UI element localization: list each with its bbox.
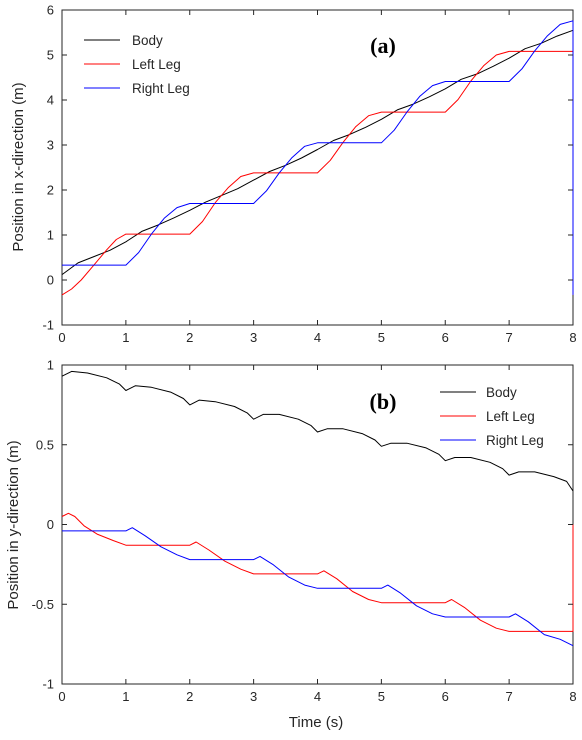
panel-b-x-tick-label: 3 — [250, 689, 257, 704]
panel-a-y-tick-label: 4 — [47, 93, 54, 108]
panel-b-x-tick-label: 5 — [378, 689, 385, 704]
panel-b-y-tick-label: 0 — [47, 517, 54, 532]
panel-b-x-tick-label: 2 — [186, 689, 193, 704]
panel-b-series-body-line — [61, 370, 574, 492]
panel-b-x-tick-label: 6 — [442, 689, 449, 704]
panel-a-legend-entry: Body — [132, 33, 163, 48]
panel-a-y-tick-label: 1 — [47, 228, 54, 243]
panel-a-x-tick-label: 2 — [186, 330, 193, 345]
panel-b-y-axis-label: Position in y-direction (m) — [5, 440, 22, 609]
panel-a-legend-entry: Left Leg — [132, 57, 181, 72]
panel-b-y-position-chart: 0 1 2 3 4 5 6 7 8 -1 -0.5 0 0.5 1 Position in y-dire… — [5, 358, 577, 732]
panel-b-label: (b) — [370, 389, 397, 414]
panel-b-series-group — [61, 370, 574, 647]
panel-b-x-ticks: 0 1 2 3 4 5 6 7 8 — [58, 365, 577, 704]
panel-a-x-tick-label: 1 — [122, 330, 129, 345]
panel-a-series-left-leg-line — [61, 50, 574, 296]
panel-b-y-tick-label: 1 — [47, 358, 54, 373]
panel-a-x-tick-label: 0 — [58, 330, 65, 345]
panel-a-series-body-line — [61, 29, 574, 276]
panel-a-x-tick-label: 3 — [250, 330, 257, 345]
panel-a-x-tick-label: 6 — [442, 330, 449, 345]
panel-a-y-tick-label: 2 — [47, 183, 54, 198]
panel-a-y-axis-label: Position in x-direction (m) — [10, 82, 27, 251]
panel-b-x-tick-label: 4 — [314, 689, 321, 704]
panel-b-y-tick-label: 0.5 — [36, 437, 54, 452]
panel-b-legend-entry: Body — [486, 385, 517, 400]
panel-a-series-group — [61, 20, 574, 296]
panel-b-y-tick-label: -0.5 — [32, 597, 54, 612]
panel-a-label: (a) — [370, 33, 396, 58]
panel-b-legend-entry: Left Leg — [486, 409, 535, 424]
panel-b-series-left-leg-line — [61, 512, 574, 632]
panel-a-y-tick-label: -1 — [42, 318, 54, 333]
panel-b-x-axis-label: Time (s) — [289, 714, 343, 731]
panel-a-x-tick-label: 8 — [569, 330, 576, 345]
panel-a-y-tick-label: 3 — [47, 138, 54, 153]
panel-a-y-tick-label: 5 — [47, 48, 54, 63]
panel-a-legend: Body Left Leg Right Leg — [84, 33, 190, 96]
panel-a-y-ticks: -1 0 1 2 3 4 5 6 — [42, 3, 573, 333]
panel-a-x-tick-label: 4 — [314, 330, 321, 345]
panel-b-x-tick-label: 0 — [58, 689, 65, 704]
panel-b-x-tick-label: 8 — [569, 689, 576, 704]
panel-b-series-right-leg-line — [62, 527, 574, 647]
panel-b-legend-entry: Right Leg — [486, 433, 544, 448]
panel-a-y-tick-label: 6 — [47, 3, 54, 18]
panel-a-x-tick-label: 5 — [378, 330, 385, 345]
panel-a-y-tick-label: 0 — [47, 273, 54, 288]
panel-a-x-position-chart: 0 1 2 3 4 5 6 7 8 -1 0 1 2 3 4 5 6 Position in x-direct… — [10, 3, 577, 346]
panel-a-series-right-leg-line — [62, 20, 574, 295]
panel-a-x-tick-label: 7 — [506, 330, 513, 345]
panel-b-y-tick-label: -1 — [42, 677, 54, 692]
panel-b-legend: Body Left Leg Right Leg — [440, 385, 544, 448]
panel-b-y-ticks: -1 -0.5 0 0.5 1 — [32, 358, 573, 692]
panel-a-x-ticks: 0 1 2 3 4 5 6 7 8 — [58, 10, 577, 345]
panel-b-x-tick-label: 1 — [122, 689, 129, 704]
panel-b-x-tick-label: 7 — [506, 689, 513, 704]
panel-a-legend-entry: Right Leg — [132, 81, 190, 96]
panel-b-plot-frame — [61, 364, 574, 685]
